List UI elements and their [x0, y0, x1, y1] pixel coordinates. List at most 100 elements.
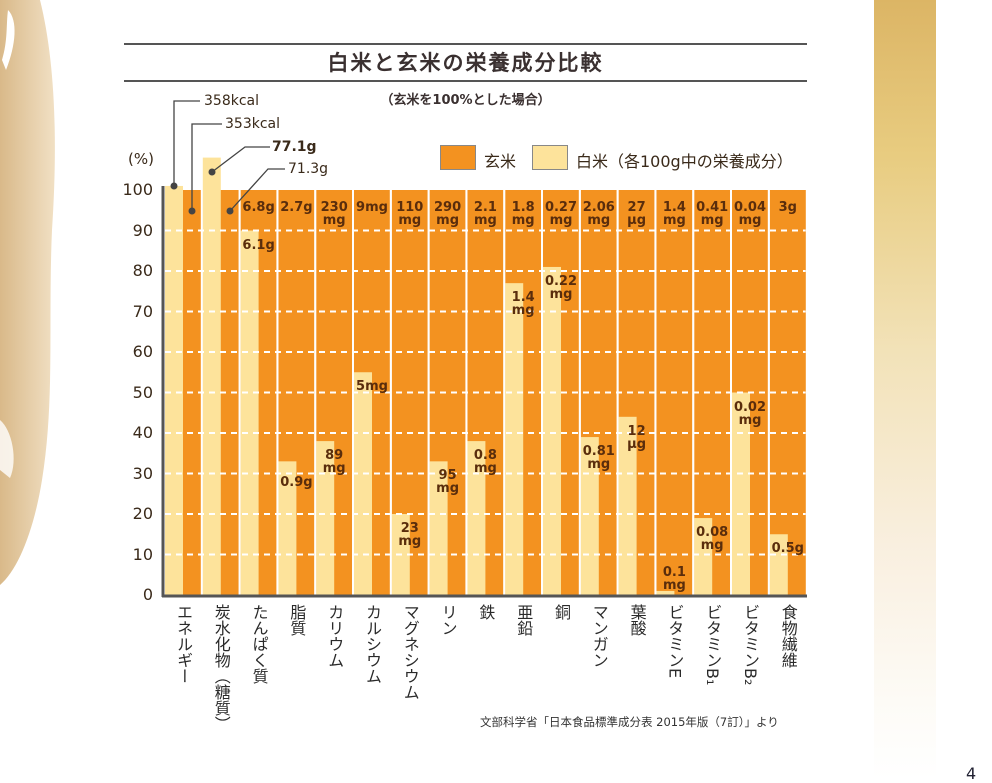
x-category-label: 脂質 [287, 604, 307, 636]
bar-white-rice [467, 441, 486, 595]
y-tick-label: 60 [132, 342, 153, 361]
bar-white-rice [732, 392, 750, 595]
callout-line [211, 146, 270, 173]
value-label-brown-rice: 2.06 mg [582, 200, 615, 228]
legend-label-white-rice: 白米（各100g中の栄養成分） [576, 152, 793, 171]
x-category-label: ビタミンB₂ [741, 604, 760, 686]
x-category-label: 亜鉛 [514, 604, 534, 636]
column-separator [503, 190, 506, 595]
value-label-white-rice: 0.9g [280, 475, 313, 491]
x-category-label: たんぱく質 [249, 604, 269, 684]
callout-line [191, 123, 222, 211]
value-label-white-rice: 0.1 mg [662, 564, 686, 593]
y-tick-label: 70 [132, 301, 153, 321]
y-tick-label: 30 [132, 463, 153, 483]
column-separator [276, 190, 279, 595]
value-label-brown-rice: 9mg [356, 200, 388, 215]
bar-white-rice [580, 437, 599, 595]
callout-dot [170, 182, 178, 190]
source-note: 文部科学省「日本食品標準成分表 2015年版（7訂）」より [480, 715, 779, 729]
title-rule [124, 43, 807, 45]
bar-white-rice [543, 266, 561, 595]
y-axis-unit: (%) [128, 150, 154, 168]
column-separator [200, 190, 203, 595]
bar-white-rice [354, 372, 372, 595]
value-label-white-rice: 0.02 mg [733, 399, 767, 428]
value-label-brown-rice: 27 µg [627, 200, 647, 228]
legend-label-brown-rice: 玄米 [484, 152, 517, 171]
bar-white-rice [505, 283, 524, 595]
x-category-label: 食物繊維 [778, 604, 798, 668]
bar-white-rice [769, 534, 788, 595]
chart-subtitle: （玄米を100%とした場合） [380, 93, 551, 108]
y-tick-label: 100 [122, 180, 153, 199]
bar-white-rice [694, 518, 713, 595]
value-label-brown-rice: 0.41 mg [696, 200, 729, 228]
value-label-brown-rice: 1.8 mg [511, 200, 535, 228]
callout-dot [208, 168, 216, 176]
y-tick-label: 10 [132, 544, 153, 564]
column-separator [465, 190, 468, 595]
y-tick-label: 80 [132, 261, 153, 280]
bar-white-rice [278, 461, 297, 595]
value-label-brown-rice: 290 mg [434, 200, 462, 228]
x-category-label: ビタミンB₁ [703, 604, 723, 686]
value-label-brown-rice: 230 mg [320, 200, 348, 228]
callout-dot [226, 207, 234, 215]
value-label-white-rice: 0.5g [771, 541, 804, 557]
callout-label-brown-energy: 353kcal [225, 116, 280, 132]
column-separator [541, 190, 543, 595]
x-category-label: 炭水化物︵糖質︶ [211, 604, 231, 732]
bar-white-rice [240, 230, 259, 595]
value-label-white-rice: 0.8 mg [473, 448, 497, 477]
value-label-brown-rice: 0.04 mg [733, 200, 767, 228]
x-category-label: カリウム [325, 604, 345, 668]
callout-label-white-carbs: 77.1g [272, 139, 317, 155]
column-separator [314, 190, 317, 595]
column-separator [767, 190, 770, 595]
title-rule [124, 80, 807, 82]
bar-white-rice [656, 590, 675, 595]
rice-grain-illustration [0, 0, 55, 585]
column-separator [578, 190, 581, 595]
y-tick-label: 20 [132, 504, 153, 523]
legend-swatch-white-rice [532, 145, 568, 170]
x-category-label: マンガン [589, 604, 609, 668]
value-label-brown-rice: 0.27 mg [544, 200, 578, 228]
column-separator [730, 190, 732, 595]
y-tick-label: 90 [132, 220, 153, 240]
value-label-white-rice: 5mg [356, 379, 388, 395]
value-label-white-rice: 6.1g [242, 237, 275, 253]
column-separator [389, 190, 392, 595]
x-category-label: エネルギー [174, 604, 193, 684]
bar-white-rice [165, 185, 183, 595]
x-category-label: 葉酸 [627, 604, 647, 636]
column-separator [616, 190, 619, 595]
value-label-white-rice: 23 mg [398, 521, 422, 549]
value-label-white-rice: 95 mg [436, 468, 460, 497]
x-category-label: マグネシウム [400, 604, 420, 700]
y-tick-label: 50 [132, 382, 153, 402]
value-label-brown-rice: 2.7g [280, 200, 313, 215]
x-category-label: 銅 [552, 604, 571, 620]
value-label-brown-rice: 6.8g [242, 200, 275, 215]
page-number: 4 [966, 764, 977, 783]
value-label-white-rice: 1.4 mg [511, 290, 535, 319]
value-label-white-rice: 89 mg [322, 448, 346, 477]
column-separator [427, 190, 430, 595]
x-category-label: 鉄 [476, 604, 496, 620]
y-tick-label: 0 [142, 585, 153, 604]
bar-white-rice [429, 461, 448, 595]
x-category-label: リン [438, 604, 458, 636]
value-label-white-rice: 12 µg [627, 423, 647, 452]
callout-line [229, 168, 285, 212]
column-separator [352, 190, 354, 595]
decorative-gradient-strip [874, 0, 936, 779]
callout-dot [188, 207, 196, 215]
column-separator [654, 190, 657, 595]
x-category-label: ビタミンE [665, 604, 685, 679]
chart-title: 白米と玄米の栄養成分比較 [327, 51, 604, 75]
column-separator [692, 190, 695, 595]
value-label-white-rice: 0.08 mg [696, 525, 729, 554]
